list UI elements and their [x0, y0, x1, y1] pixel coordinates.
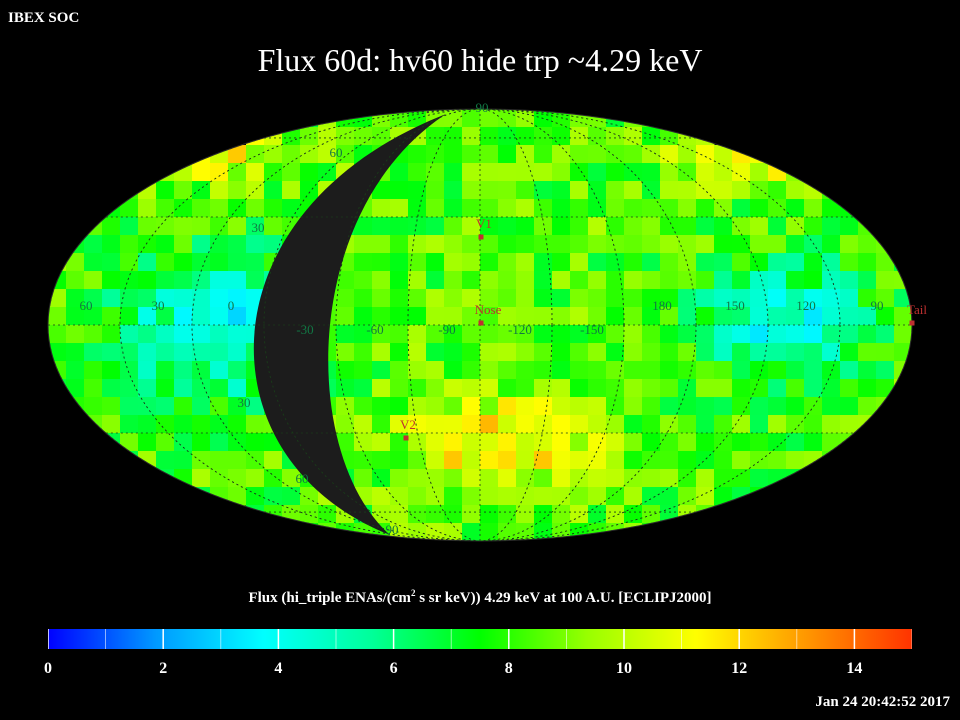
marker-label-v2: V2: [400, 417, 416, 432]
marker-nose: [478, 320, 484, 326]
longitude-label: -60: [366, 322, 383, 337]
timestamp: Jan 24 20:42:52 2017: [815, 694, 950, 710]
colorbar-tick-label: 10: [616, 660, 632, 677]
latitude-label: 60: [330, 145, 343, 160]
colorbar-tick-label: 6: [389, 660, 398, 677]
longitude-label: 90: [871, 298, 884, 313]
colorbar-tick-label: 8: [504, 660, 513, 677]
marker-label-nose: Nose: [475, 302, 502, 317]
latitude-label: 90: [386, 522, 399, 537]
marker-v1: [478, 234, 484, 240]
longitude-label: 30: [152, 298, 165, 313]
colorbar-tick-label: 0: [44, 660, 52, 677]
marker-v2: [403, 435, 409, 441]
longitude-label: -150: [580, 322, 604, 337]
longitude-label: 60: [80, 298, 93, 313]
colorbar-tick-label: 2: [159, 660, 168, 677]
latitude-label: 30: [252, 220, 265, 235]
plot-title: Flux 60d: hv60 hide trp ~4.29 keV: [257, 42, 703, 78]
colorbar-caption: Flux (hi_triple ENAs/(cm2 s sr keV)) 4.2…: [248, 588, 712, 606]
markers: V1 Nose V2 Tail: [400, 216, 927, 441]
colorbar-tick-label: 14: [846, 660, 863, 677]
latitude-labels: 90 60 30 30 60 90: [238, 100, 489, 537]
corner-label: IBEX SOC: [8, 10, 80, 26]
longitude-label: 180: [652, 298, 672, 313]
longitude-labels: 60 30 0 -30 -60 -90 -120 -150 180 150 120 90: [80, 298, 884, 337]
latitude-label: 30: [238, 395, 251, 410]
colorbar-tick-label: 12: [731, 660, 748, 677]
marker-label-tail: Tail: [907, 302, 927, 317]
marker-label-v1: V1: [476, 216, 492, 231]
longitude-label: 120: [796, 298, 816, 313]
latitude-label: 90: [476, 100, 489, 115]
colorbar-tick-label: 4: [274, 660, 283, 677]
exclusion-crescent: [253, 114, 446, 535]
longitude-label: -90: [438, 322, 455, 337]
longitude-label: 150: [725, 298, 745, 313]
longitude-label: -120: [508, 322, 532, 337]
longitude-label: -30: [296, 322, 313, 337]
colorbar: [48, 629, 912, 649]
latitude-label: 60: [296, 471, 309, 486]
longitude-label: 0: [228, 298, 235, 313]
marker-tail: [909, 320, 915, 326]
